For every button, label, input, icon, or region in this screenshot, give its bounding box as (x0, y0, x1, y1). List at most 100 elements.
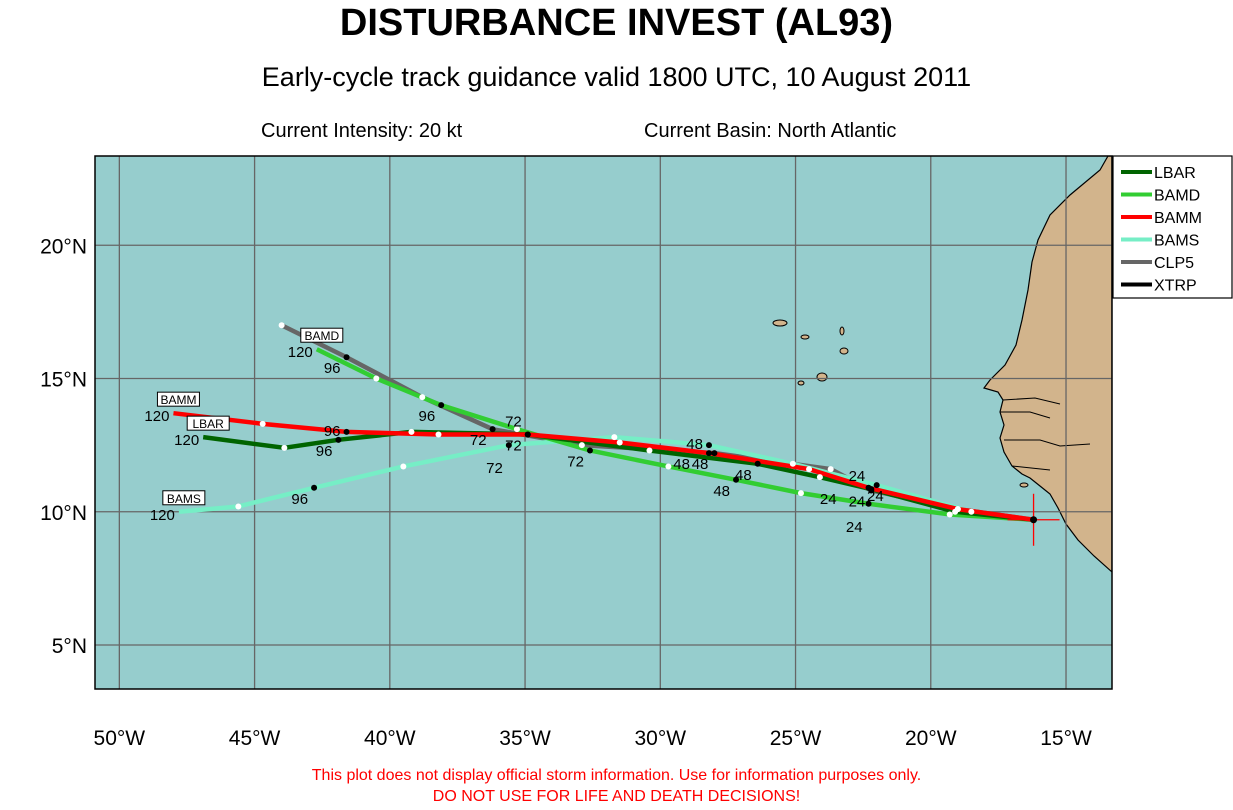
legend-label-xtrp: XTRP (1154, 278, 1197, 295)
disclaimer-line-2: DO NOT USE FOR LIFE AND DEATH DECISIONS! (432, 788, 801, 805)
track-point-bams (789, 460, 796, 467)
current-position-dot (1030, 516, 1038, 524)
track-point-bamd (665, 463, 672, 470)
hour-label-24: 24 (867, 488, 884, 505)
track-point-bams (705, 442, 712, 449)
model-end-label-bamd: BAMD (300, 327, 344, 343)
label-text: BAMS (167, 492, 201, 506)
track-point-bams (400, 463, 407, 470)
map-layer: 2448729624487296BAMS12024487296BAMD12024… (95, 156, 1112, 689)
hour-label-96: 96 (419, 408, 436, 425)
island (800, 334, 810, 340)
track-point-bamd (733, 476, 740, 483)
track-point-bams (311, 484, 318, 491)
legend-label-bams: BAMS (1154, 233, 1199, 250)
island (797, 380, 805, 386)
hour-label-72: 72 (505, 413, 522, 430)
track-point-clp5 (419, 394, 426, 401)
track-point-clp5 (343, 354, 350, 361)
track-point-bamm (343, 428, 350, 435)
model-end-label-bams: BAMS (162, 490, 206, 506)
label-text: LBAR (193, 417, 225, 431)
track-point-clp5 (711, 450, 718, 457)
country-borders (1000, 397, 1091, 471)
track-point-lbar (408, 428, 415, 435)
track-point-bamd (513, 426, 520, 433)
lon-tick-label: 40°W (364, 727, 416, 750)
track-point-bamm (616, 439, 623, 446)
legend: LBAR BAMD BAMM BAMS CLP5 XTRP (1112, 155, 1233, 299)
hour-label-120: 120 (144, 408, 169, 425)
lon-tick-label: 30°W (635, 727, 687, 750)
lat-tick-label: 10°N (40, 502, 87, 525)
chart-subtitle: Early-cycle track guidance valid 1800 UT… (261, 62, 972, 92)
label-text: BAMD (304, 329, 339, 343)
island (772, 319, 788, 327)
map-frame (94, 155, 1113, 690)
track-point-lbar (754, 460, 761, 467)
current-basin: Current Basin: North Atlantic (644, 120, 897, 142)
model-end-label-lbar: LBAR (186, 415, 230, 431)
hour-label-72: 72 (486, 460, 503, 477)
hour-label-96: 96 (324, 360, 341, 377)
chart-title: DISTURBANCE INVEST (AL93) (339, 2, 894, 44)
hour-label-48: 48 (686, 436, 703, 453)
hour-label-96: 96 (324, 423, 341, 440)
track-point-bams (235, 503, 242, 510)
legend-label-bamd: BAMD (1154, 188, 1200, 205)
track-point-lbar (816, 474, 823, 481)
hour-label-72: 72 (567, 453, 584, 470)
legend-label-lbar: LBAR (1154, 165, 1196, 182)
track-point-bamm (954, 506, 961, 513)
disclaimer-line-1: This plot does not display official stor… (311, 767, 922, 784)
track-point-bamm (259, 420, 266, 427)
hour-label-48: 48 (673, 456, 690, 473)
hour-label-24: 24 (820, 491, 837, 508)
hour-label-24: 24 (849, 468, 866, 485)
track-point-clp5 (827, 466, 834, 473)
island (839, 347, 849, 355)
label-box (162, 490, 206, 506)
hour-label-48: 48 (692, 456, 709, 473)
track-point-bamm (435, 431, 442, 438)
label-box (156, 391, 200, 407)
island (816, 372, 828, 382)
track-point-lbar (281, 444, 288, 451)
hour-label-24: 24 (846, 519, 863, 536)
track-point-bams (968, 508, 975, 515)
track-point-bamd (797, 490, 804, 497)
track-point-bamd (438, 402, 445, 409)
track-point-bamm (865, 484, 872, 491)
hour-label-120: 120 (174, 432, 199, 449)
label-box (300, 327, 344, 343)
lon-tick-label: 15°W (1040, 727, 1092, 750)
track-point-bamd (373, 375, 380, 382)
legend-label-bamm: BAMM (1154, 210, 1202, 227)
model-end-label-bamm: BAMM (156, 391, 200, 407)
label-text: BAMM (160, 393, 196, 407)
track-point-bams (873, 482, 880, 489)
track-point-bamd (946, 511, 953, 518)
track-point-lbar (335, 436, 342, 443)
current-intensity: Current Intensity: 20 kt (261, 120, 463, 142)
track-point-bamd (865, 500, 872, 507)
lon-tick-label: 45°W (229, 727, 281, 750)
hour-label-72: 72 (470, 432, 487, 449)
africa-landmass (982, 156, 1112, 573)
hour-label-24: 24 (849, 493, 866, 510)
track-point-bams (611, 434, 618, 441)
hour-label-48: 48 (735, 467, 752, 484)
track-point-bamm (705, 450, 712, 457)
hour-label-48: 48 (713, 483, 730, 500)
lat-tick-label: 15°N (40, 369, 87, 392)
label-box (186, 415, 230, 431)
lon-tick-label: 20°W (905, 727, 957, 750)
hour-label-120: 120 (288, 344, 313, 361)
hour-label-96: 96 (291, 491, 308, 508)
island (1019, 482, 1029, 488)
track-point-bams (505, 442, 512, 449)
legend-label-clp5: CLP5 (1154, 255, 1194, 272)
hour-label-96: 96 (316, 443, 333, 460)
track-point-bamd (586, 447, 593, 454)
track-point-clp5 (578, 442, 585, 449)
